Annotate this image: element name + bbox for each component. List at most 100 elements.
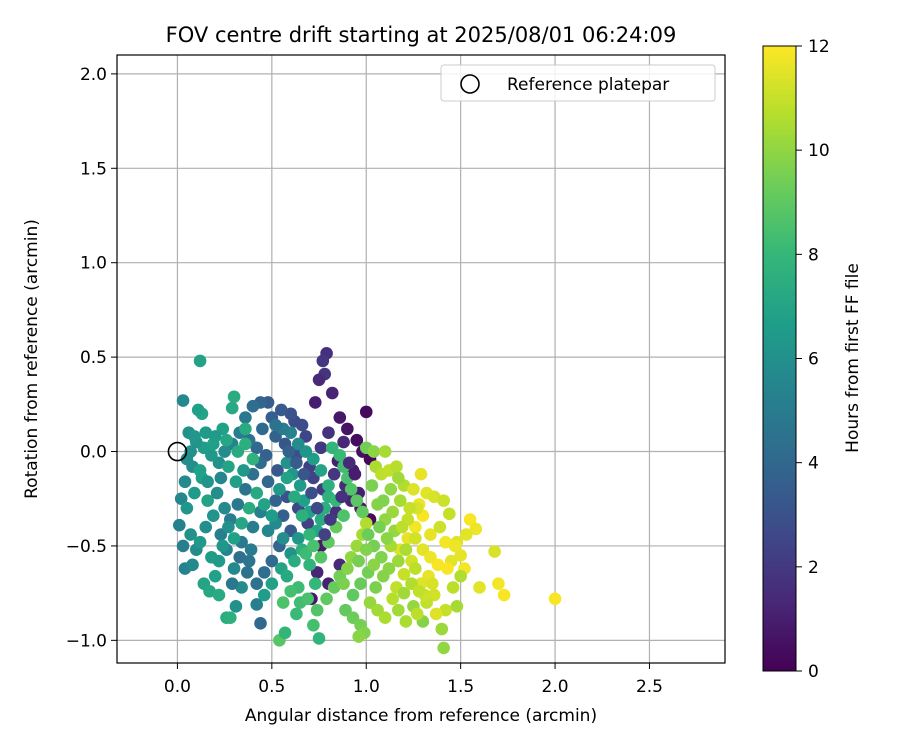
data-point bbox=[184, 528, 197, 541]
data-point bbox=[223, 611, 237, 624]
data-point bbox=[318, 528, 332, 541]
data-point bbox=[448, 539, 462, 553]
reference-point bbox=[167, 441, 188, 462]
chart-title: FOV centre drift starting at 2025/08/01 … bbox=[166, 23, 677, 47]
data-point bbox=[446, 581, 460, 594]
y-axis-ticks: −1.0 −0.5 0.0 0.5 1.0 1.5 2.0 bbox=[66, 65, 117, 651]
data-point bbox=[295, 509, 309, 523]
data-point bbox=[380, 532, 394, 545]
x-tick-label: 1.5 bbox=[447, 677, 474, 697]
legend-marker-open-circle bbox=[460, 74, 480, 94]
data-point bbox=[203, 584, 216, 598]
data-point bbox=[274, 403, 288, 417]
data-point bbox=[341, 422, 354, 436]
colorbar-tick-label: 6 bbox=[808, 350, 819, 370]
colorbar-tick-label: 10 bbox=[808, 141, 830, 161]
data-point bbox=[354, 577, 367, 590]
data-point bbox=[206, 509, 220, 523]
data-point bbox=[322, 426, 335, 439]
y-tick-label: −1.0 bbox=[66, 631, 107, 651]
data-point bbox=[227, 532, 241, 545]
data-point bbox=[218, 445, 231, 458]
y-tick-label: −0.5 bbox=[66, 537, 107, 557]
data-point bbox=[386, 592, 399, 606]
data-point bbox=[280, 569, 294, 583]
data-point bbox=[301, 592, 315, 606]
data-point bbox=[361, 528, 375, 541]
data-point bbox=[193, 535, 207, 549]
data-point bbox=[350, 433, 364, 447]
data-point bbox=[214, 471, 228, 485]
data-point bbox=[473, 581, 486, 594]
data-point bbox=[233, 550, 247, 564]
data-point bbox=[312, 373, 326, 387]
data-point bbox=[365, 479, 379, 492]
data-point bbox=[395, 520, 409, 534]
reference-marker bbox=[167, 441, 188, 462]
x-tick-label: 0.0 bbox=[164, 677, 191, 697]
data-point bbox=[305, 486, 318, 500]
data-point bbox=[369, 581, 382, 594]
data-point bbox=[240, 566, 254, 579]
data-point bbox=[231, 498, 245, 511]
legend-box bbox=[440, 64, 716, 102]
data-point bbox=[250, 577, 264, 590]
data-point bbox=[193, 464, 207, 477]
data-point bbox=[244, 543, 258, 557]
data-point bbox=[235, 516, 248, 530]
data-point bbox=[212, 554, 226, 568]
data-point bbox=[288, 554, 301, 568]
data-point bbox=[454, 549, 467, 562]
data-point bbox=[314, 441, 328, 455]
data-point bbox=[410, 607, 424, 621]
data-point bbox=[314, 550, 328, 564]
data-point bbox=[176, 394, 190, 407]
data-point bbox=[312, 632, 326, 645]
data-point bbox=[325, 386, 339, 400]
data-point bbox=[378, 445, 392, 458]
data-point bbox=[237, 464, 250, 477]
data-point bbox=[278, 626, 292, 640]
data-point bbox=[407, 482, 420, 496]
data-point bbox=[359, 516, 373, 530]
colorbar-tick-label: 8 bbox=[808, 245, 819, 265]
data-point bbox=[409, 562, 422, 575]
data-point bbox=[392, 554, 405, 568]
y-tick-label: 0.0 bbox=[80, 443, 107, 463]
x-axis-label: Angular distance from reference (arcmin) bbox=[245, 706, 597, 726]
data-point bbox=[282, 445, 296, 458]
data-point bbox=[314, 513, 328, 526]
data-point bbox=[188, 430, 201, 443]
data-point bbox=[310, 603, 324, 617]
data-point bbox=[257, 588, 271, 602]
data-point bbox=[201, 494, 214, 507]
data-point bbox=[314, 464, 328, 477]
data-point bbox=[376, 569, 390, 583]
data-point bbox=[308, 396, 322, 409]
data-point bbox=[276, 532, 290, 545]
data-point bbox=[399, 615, 413, 628]
data-point bbox=[218, 501, 231, 515]
data-point bbox=[497, 588, 511, 602]
data-point bbox=[291, 437, 305, 451]
data-point bbox=[246, 452, 260, 466]
data-point bbox=[352, 630, 365, 643]
data-point bbox=[433, 520, 447, 534]
colorbar-gradient bbox=[762, 45, 797, 672]
data-point bbox=[397, 567, 411, 581]
legend-label: Reference platepar bbox=[507, 75, 669, 95]
data-point bbox=[344, 482, 358, 496]
data-point bbox=[392, 471, 405, 485]
legend: Reference platepar bbox=[440, 64, 716, 102]
data-point bbox=[350, 494, 364, 507]
data-point bbox=[191, 403, 205, 417]
y-tick-label: 2.0 bbox=[80, 65, 107, 85]
data-point bbox=[308, 577, 322, 590]
data-point bbox=[257, 498, 271, 511]
data-point bbox=[426, 577, 439, 590]
data-point bbox=[350, 539, 364, 553]
data-point bbox=[356, 505, 369, 519]
data-point bbox=[229, 600, 243, 613]
